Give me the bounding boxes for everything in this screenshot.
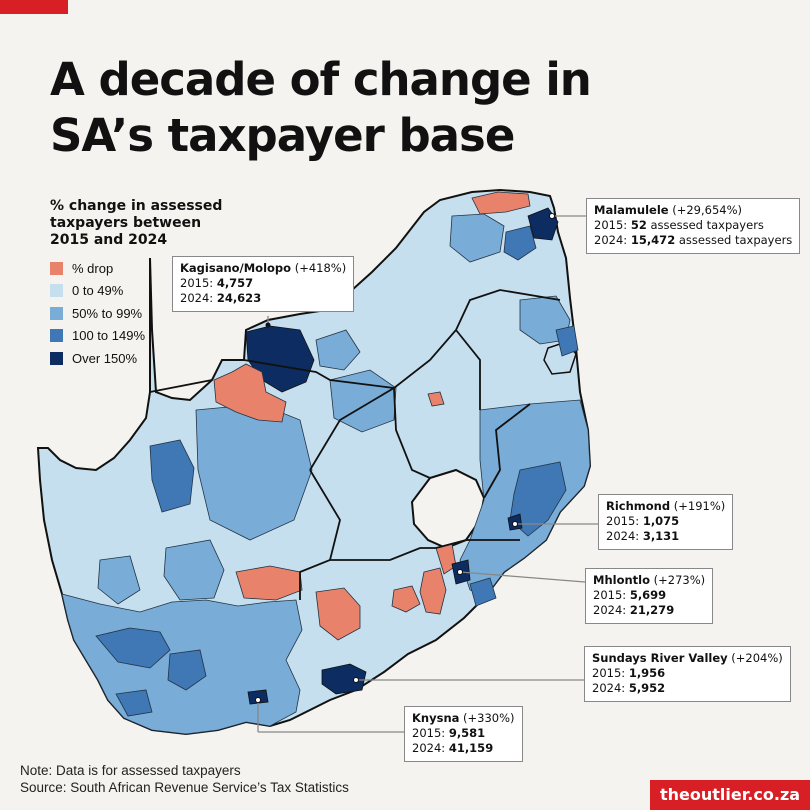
callout-mhlontlo: Mhlontlo (+273%) 2015: 5,699 2024: 21,27… xyxy=(585,568,714,624)
callout-kagisano-molopo: Kagisano/Molopo (+418%) 2015: 4,757 2024… xyxy=(172,256,355,312)
year-label: 2024: xyxy=(592,681,626,695)
title-line-2: SA’s taxpayer base xyxy=(50,109,515,162)
value-2015: 9,581 xyxy=(448,726,486,740)
value-2015: 1,075 xyxy=(642,514,680,528)
region-100-149-klein-karoo xyxy=(167,649,207,691)
knysna-marker xyxy=(255,697,261,703)
year-label: 2024: xyxy=(412,741,446,755)
year-label: 2024: xyxy=(180,291,214,305)
legend: % change in assessed taxpayers between 2… xyxy=(50,198,240,370)
brand-badge[interactable]: theoutlier.co.za xyxy=(650,780,810,810)
legend-item-50-99: 50% to 99% xyxy=(50,302,240,325)
legend-swatch-drop xyxy=(50,261,63,275)
callout-change: (+191%) xyxy=(673,499,726,513)
page-title: A decade of change in SA’s taxpayer base xyxy=(50,52,592,164)
value-2024: 3,131 xyxy=(642,529,680,543)
value-2024: 24,623 xyxy=(216,291,262,305)
malamulele-marker xyxy=(549,213,555,219)
value-2024: 41,159 xyxy=(448,741,494,755)
callout-change: (+418%) xyxy=(294,261,347,275)
region-50-99-limpopo xyxy=(449,213,505,263)
legend-swatch-100-149 xyxy=(50,329,63,343)
year-label: 2024: xyxy=(593,603,627,617)
legend-label: Over 150% xyxy=(72,350,138,366)
legend-title: % change in assessed taxpayers between 2… xyxy=(50,198,223,248)
province-borders xyxy=(149,289,561,600)
region-100-149-west xyxy=(95,627,171,669)
title-line-1: A decade of change in xyxy=(50,53,592,106)
callout-sundays-river-valley: Sundays River Valley (+204%) 2015: 1,956… xyxy=(584,646,791,702)
legend-item-over-150: Over 150% xyxy=(50,347,240,370)
kagisano-molopo-marker xyxy=(265,322,271,328)
legend-item-100-149: 100 to 149% xyxy=(50,325,240,348)
value-2024: 15,472 xyxy=(630,233,676,247)
drop-region-amathole xyxy=(391,585,421,613)
legend-label: 100 to 149% xyxy=(72,328,146,344)
callout-change: (+273%) xyxy=(653,573,706,587)
region-50-99-north-west xyxy=(315,329,361,371)
callout-name: Malamulele xyxy=(594,203,669,217)
legend-label: 50% to 99% xyxy=(72,305,143,321)
source-text: Source: South African Revenue Service’s … xyxy=(20,780,349,795)
year-label: 2015: xyxy=(594,218,628,232)
legend-item-drop: % drop xyxy=(50,257,240,280)
callout-name: Kagisano/Molopo xyxy=(180,261,292,275)
callout-change: (+29,654%) xyxy=(672,203,742,217)
footnote: Note: Data is for assessed taxpayers Sou… xyxy=(20,762,349,796)
year-label: 2015: xyxy=(592,666,626,680)
region-100-149-transkei xyxy=(469,577,497,607)
value-2015: 52 xyxy=(630,218,647,232)
top-accent-bar xyxy=(0,0,68,14)
callout-change: (+330%) xyxy=(463,711,515,725)
note-text: Note: Data is for assessed taxpayers xyxy=(20,763,241,778)
drop-region-karoo xyxy=(235,565,303,601)
mhlontlo-marker xyxy=(457,569,463,575)
sundays-river-valley-region xyxy=(321,663,367,695)
region-50-99-karoo xyxy=(163,539,225,601)
value-suffix: assessed taxpayers xyxy=(650,218,764,232)
value-suffix: assessed taxpayers xyxy=(678,233,793,247)
callout-name: Sundays River Valley xyxy=(592,651,728,665)
leader-lines xyxy=(257,215,598,733)
year-label: 2015: xyxy=(412,726,446,740)
year-label: 2024: xyxy=(594,233,628,247)
value-2015: 4,757 xyxy=(216,276,254,290)
value-2015: 1,956 xyxy=(628,666,666,680)
callout-name: Mhlontlo xyxy=(593,573,651,587)
legend-label: 0 to 49% xyxy=(72,283,124,299)
legend-item-0-49: 0 to 49% xyxy=(50,280,240,303)
legend-items: % drop 0 to 49% 50% to 99% 100 to 149% O… xyxy=(50,257,240,370)
legend-swatch-0-49 xyxy=(50,284,63,298)
callout-change: (+204%) xyxy=(731,651,783,665)
sundays-river-valley-marker xyxy=(353,677,359,683)
value-2024: 21,279 xyxy=(629,603,675,617)
year-label: 2015: xyxy=(593,588,627,602)
region-50-99-hantam xyxy=(97,555,141,605)
year-label: 2015: xyxy=(606,514,640,528)
value-2015: 5,699 xyxy=(629,588,667,602)
value-2024: 5,952 xyxy=(628,681,666,695)
drop-region-gauteng xyxy=(427,391,445,407)
richmond-marker xyxy=(512,521,518,527)
callout-knysna: Knysna (+330%) 2015: 9,581 2024: 41,159 xyxy=(404,706,523,762)
callout-richmond: Richmond (+191%) 2015: 1,075 2024: 3,131 xyxy=(598,494,734,550)
drop-region-north-west xyxy=(213,363,287,423)
legend-label: % drop xyxy=(72,260,114,276)
legend-swatch-over-150 xyxy=(50,351,63,365)
year-label: 2024: xyxy=(606,529,640,543)
callout-name: Richmond xyxy=(606,499,671,513)
legend-swatch-50-99 xyxy=(50,306,63,320)
region-100-149-southwest xyxy=(115,689,153,717)
drop-region-eastern-cape xyxy=(315,587,361,641)
region-100-149-kzn-coast xyxy=(509,461,567,537)
callout-name: Knysna xyxy=(412,711,460,725)
region-100-149-mopani xyxy=(503,225,537,261)
drop-region-chris-hani xyxy=(419,567,447,615)
region-100-149-ehlanzeni xyxy=(555,325,579,357)
region-100-149-namakwa xyxy=(149,439,195,513)
year-label: 2015: xyxy=(180,276,214,290)
callout-malamulele: Malamulele (+29,654%) 2015: 52 assessed … xyxy=(586,198,801,254)
